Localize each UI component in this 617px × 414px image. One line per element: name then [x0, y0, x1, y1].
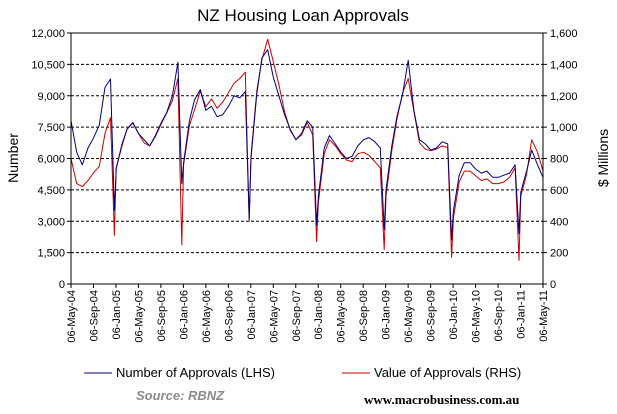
x-tick-label: 06-May-10 — [471, 290, 483, 343]
y-tick-label: 10,500 — [31, 59, 65, 71]
y-tick-label: 3,000 — [37, 216, 65, 228]
y-tick-label: 9,000 — [37, 91, 65, 103]
series-line-value-of-approvals — [70, 38, 544, 261]
x-tick-label: 06-Jan-07 — [246, 290, 258, 340]
x-tick-label: 06-May-05 — [133, 290, 145, 343]
x-tick-label: 06-Jan-09 — [381, 290, 393, 340]
x-tick-label: 06-Jan-11 — [516, 290, 528, 339]
chart-title: NZ Housing Loan Approvals — [197, 6, 409, 25]
legend: Number of Approvals (LHS) Value of Appro… — [84, 365, 521, 380]
x-tick-label: 06-Jan-10 — [448, 290, 460, 340]
x-tick-label: 06-May-09 — [403, 290, 415, 343]
y-axis-left-title: Number — [5, 133, 21, 183]
x-tick-label: 06-May-07 — [268, 290, 280, 343]
x-tick-label: 06-Jan-05 — [111, 290, 123, 340]
x-axis: 06-May-04 06-Sep-04 06-Jan-05 06-May-05 06-S… — [66, 284, 550, 343]
y2-tick-label: 1,000 — [550, 122, 578, 134]
x-tick-label: 06-Sep-09 — [426, 290, 438, 341]
x-tick-label: 06-Sep-04 — [88, 290, 100, 341]
x-tick-label: 06-Sep-10 — [493, 290, 505, 341]
series-layer — [70, 38, 544, 261]
x-tick-label: 06-Sep-06 — [223, 290, 235, 341]
y2-tick-label: 1,600 — [550, 28, 578, 40]
series-line-number-of-approvals — [70, 49, 544, 241]
y-axis-right-title: $ Millions — [595, 129, 611, 187]
x-tick-label: 06-Jan-08 — [313, 290, 325, 340]
x-tick-label: 06-Jan-06 — [178, 290, 190, 340]
y2-tick-label: 1,400 — [550, 59, 578, 71]
y2-tick-label: 600 — [550, 185, 568, 197]
x-tick-label: 06-May-11 — [538, 290, 550, 342]
y-tick-label: 6,000 — [37, 154, 65, 166]
x-tick-label: 06-May-04 — [66, 290, 78, 343]
y-tick-label: 0 — [59, 279, 65, 291]
y2-tick-label: 0 — [550, 279, 556, 291]
y2-tick-label: 1,200 — [550, 91, 578, 103]
y2-tick-label: 400 — [550, 216, 568, 228]
y-tick-label: 12,000 — [31, 28, 65, 40]
y-tick-label: 4,500 — [37, 185, 65, 197]
legend-label-number: Number of Approvals (LHS) — [116, 365, 275, 380]
x-tick-label: 06-Sep-05 — [156, 290, 168, 341]
x-tick-label: 06-May-06 — [201, 290, 213, 343]
y2-tick-label: 200 — [550, 248, 568, 260]
x-tick-label: 06-Sep-08 — [358, 290, 370, 341]
y-axis-right: 0 200 400 600 800 1,000 1,200 1,400 1,600 — [543, 28, 578, 291]
grid-lines — [71, 63, 543, 254]
source-note: Source: RBNZ — [136, 388, 225, 403]
legend-label-value: Value of Approvals (RHS) — [374, 365, 521, 380]
x-tick-label: 06-May-08 — [336, 290, 348, 343]
website-credit: www.macrobusiness.com.au — [364, 392, 519, 407]
y-axis-left: 0 1,500 3,000 4,500 6,000 7,500 9,000 10,500 12,… — [31, 28, 71, 291]
y2-tick-label: 800 — [550, 154, 568, 166]
x-tick-label: 06-Sep-07 — [291, 290, 303, 341]
y-tick-label: 7,500 — [37, 122, 65, 134]
y-tick-label: 1,500 — [37, 248, 65, 260]
